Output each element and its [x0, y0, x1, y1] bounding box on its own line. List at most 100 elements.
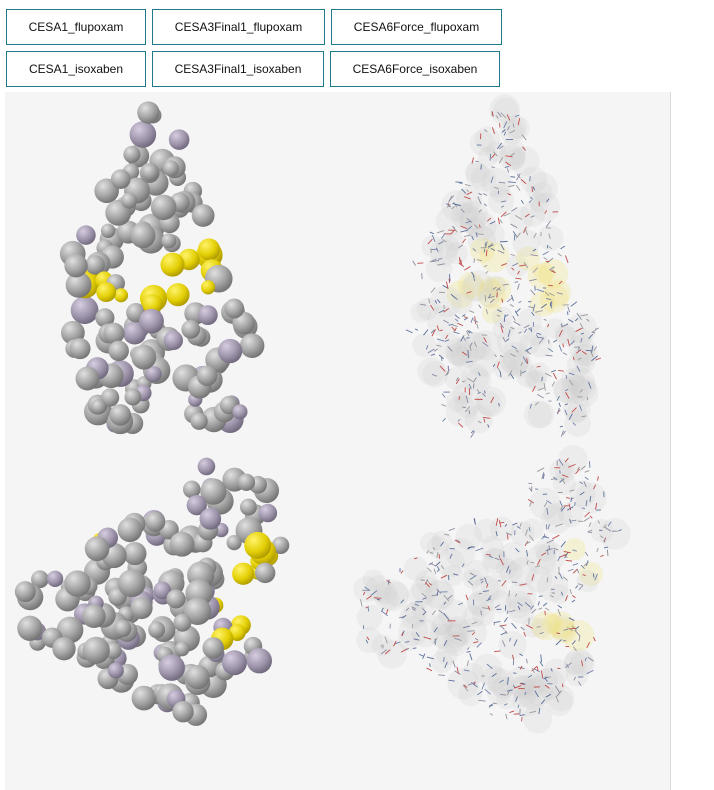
surface-atom [554, 376, 582, 405]
bond-stick [521, 134, 527, 141]
bond-stick [515, 232, 521, 239]
surface-atom [410, 301, 432, 323]
bond-stick [494, 186, 499, 189]
surface-atom [510, 674, 536, 701]
surface-atom [455, 523, 483, 551]
bond-stick [471, 157, 474, 164]
bond-stick [466, 191, 473, 195]
bond-stick [440, 541, 444, 547]
bond-stick [551, 269, 555, 273]
bond-stick [384, 636, 388, 644]
surface-atom [129, 121, 157, 148]
bond-stick [462, 238, 466, 244]
bond-stick [503, 131, 507, 136]
bond-stick [577, 357, 582, 360]
surface-view-bottom-left[interactable] [14, 457, 290, 726]
bond-stick [565, 559, 573, 562]
bond-stick [438, 354, 444, 360]
bond-stick [580, 564, 585, 570]
bond-stick [573, 646, 577, 652]
bond-stick [501, 298, 504, 303]
bond-stick [444, 339, 450, 342]
bond-stick [501, 640, 506, 647]
button-cesa3final1-flupoxam[interactable]: CESA3Final1_flupoxam [152, 9, 325, 45]
bond-stick [546, 539, 554, 544]
bond-stick [530, 254, 538, 257]
bond-stick [486, 663, 493, 670]
surface-atom [543, 658, 570, 685]
bond-stick [523, 324, 530, 329]
molecule-canvas[interactable] [5, 92, 670, 790]
surface-atom [130, 596, 153, 620]
bond-stick [503, 314, 506, 323]
bond-stick [545, 354, 553, 357]
bond-stick [436, 588, 442, 594]
bond-stick [581, 415, 587, 418]
bond-stick [526, 560, 529, 565]
surface-atom [137, 101, 160, 124]
bond-stick [466, 291, 472, 294]
bond-stick [465, 594, 469, 601]
bond-stick [511, 345, 517, 350]
button-cesa1-isoxaben[interactable]: CESA1_isoxaben [6, 51, 146, 87]
bond-stick [579, 481, 584, 485]
surface-atom [123, 541, 147, 566]
surface-atom [124, 388, 142, 406]
bond-stick [464, 184, 471, 187]
surface-atom [472, 575, 500, 604]
bond-stick [538, 595, 543, 597]
surface-atom [444, 366, 468, 390]
bond-stick [484, 295, 487, 302]
bond-stick [444, 533, 450, 536]
surface-atom [76, 225, 96, 245]
bond-stick [498, 402, 500, 407]
bond-stick [526, 358, 529, 364]
surface-atom [499, 560, 523, 584]
button-cesa6force-flupoxam[interactable]: CESA6Force_flupoxam [331, 9, 502, 45]
bond-stick [538, 337, 545, 344]
bond-stick [452, 660, 456, 668]
bond-stick [558, 280, 563, 285]
bond-stick [519, 683, 525, 685]
surface-atom [117, 517, 143, 543]
surface-view-top-left[interactable] [59, 101, 265, 435]
surface-atom [572, 343, 596, 367]
button-cesa3final1-isoxaben[interactable]: CESA3Final1_isoxaben [152, 51, 324, 87]
surface-atom [481, 167, 512, 198]
bond-stick [526, 549, 528, 557]
surface-atom [530, 192, 561, 222]
bond-stick [543, 533, 546, 538]
surface-atom [516, 364, 540, 388]
bond-stick [576, 312, 582, 321]
bond-stick [554, 685, 560, 693]
bond-stick [575, 585, 579, 589]
bond-stick [510, 326, 515, 330]
button-cesa1-flupoxam[interactable]: CESA1_flupoxam [6, 9, 146, 45]
surface-atom [114, 288, 129, 303]
bond-stick [572, 356, 575, 361]
surface-atom [479, 276, 501, 298]
surface-atom [536, 541, 566, 572]
bond-stick [564, 551, 569, 559]
surface-atom [538, 258, 569, 289]
stick-view-bottom-right[interactable] [353, 444, 631, 734]
stick-view-top-right[interactable] [405, 94, 602, 438]
bond-stick [554, 576, 558, 579]
molecule-viewer[interactable] [5, 92, 671, 790]
bond-stick [380, 644, 383, 648]
bond-stick [436, 344, 442, 347]
button-cesa6force-isoxaben[interactable]: CESA6Force_isoxaben [330, 51, 500, 87]
surface-atom [14, 581, 36, 603]
bond-stick [517, 605, 521, 611]
bond-stick [478, 592, 483, 595]
bond-stick [560, 541, 566, 548]
bond-stick [520, 626, 525, 631]
surface-atom [518, 678, 550, 710]
bond-stick [474, 316, 476, 324]
bond-stick [497, 217, 501, 225]
surface-atom [551, 618, 577, 644]
bond-stick [528, 674, 533, 678]
bond-stick [413, 638, 420, 641]
surface-atom [84, 536, 110, 562]
bond-stick [572, 563, 579, 566]
